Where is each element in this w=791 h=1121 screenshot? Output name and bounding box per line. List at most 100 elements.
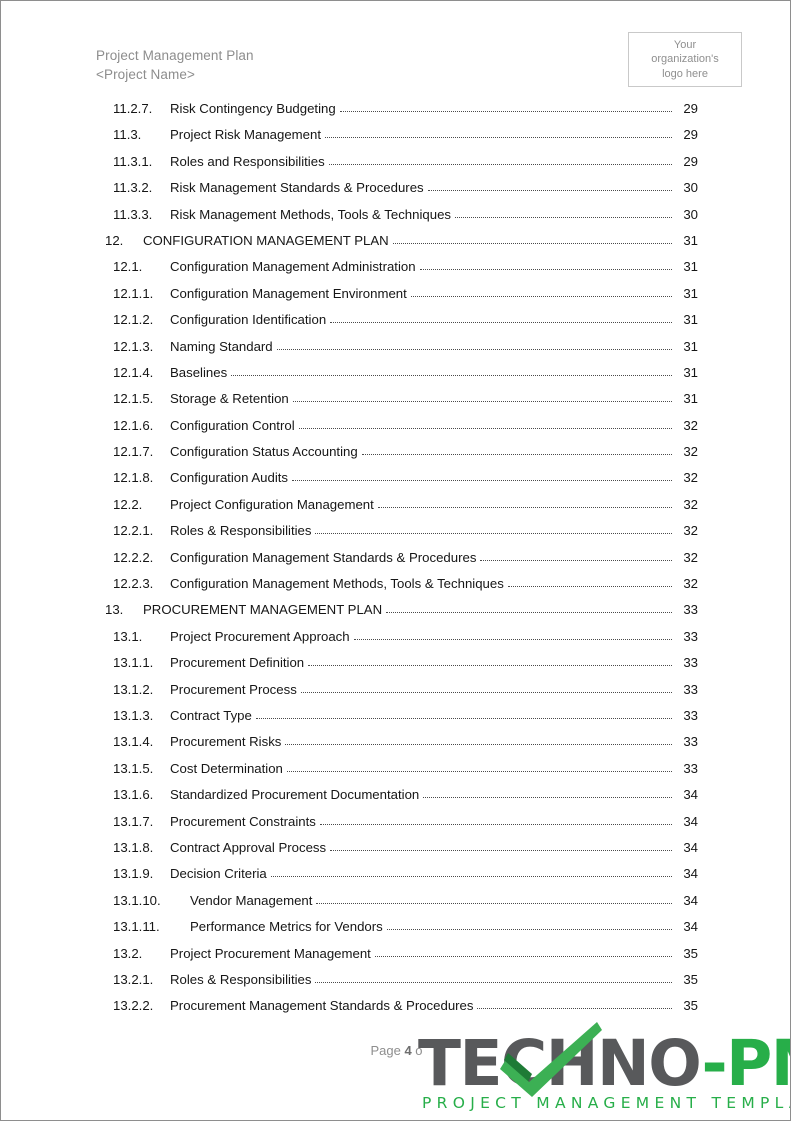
toc-entry-number: 11.3.1. <box>113 153 153 169</box>
toc-leader-dots <box>420 269 698 271</box>
toc-entry[interactable]: 12.1.4. Baselines 31 <box>1 362 790 388</box>
toc-entry-title: Configuration Management Environment <box>170 285 409 301</box>
toc-entry-number: 13.1.3. <box>113 707 154 723</box>
toc-leader-dots <box>231 374 698 376</box>
toc-entry[interactable]: 11.3.1. Roles and Responsibilities 29 <box>1 151 790 177</box>
toc-entry-page-number: 32 <box>672 496 698 512</box>
toc-entry-number: 13.1.9. <box>113 866 154 882</box>
toc-leader-dots <box>301 691 698 693</box>
toc-entry-number: 12.1.1. <box>113 285 154 301</box>
header-title-line: Project Management Plan <box>96 48 254 63</box>
toc-entry-title: Configuration Control <box>170 417 297 433</box>
toc-leader-dots <box>330 322 698 324</box>
footer-page-number: 4 <box>404 1043 412 1058</box>
toc-entry[interactable]: 12. CONFIGURATION MANAGEMENT PLAN 31 <box>1 230 790 256</box>
toc-entry-page-number: 32 <box>672 549 698 565</box>
toc-entry[interactable]: 12.1.7. Configuration Status Accounting 32 <box>1 441 790 467</box>
toc-entry[interactable]: 13.1.11. Performance Metrics for Vendors 3… <box>1 916 790 942</box>
toc-leader-dots <box>330 849 698 851</box>
toc-entry[interactable]: 13.2. Project Procurement Management 35 <box>1 943 790 969</box>
toc-entry[interactable]: 11.3.3. Risk Management Methods, Tools & … <box>1 204 790 230</box>
toc-entry-title: Project Procurement Approach <box>170 628 352 644</box>
toc-entry-title: Performance Metrics for Vendors <box>190 919 385 935</box>
toc-entry-page-number: 32 <box>672 523 698 539</box>
toc-entry-title: Project Configuration Management <box>170 496 376 512</box>
toc-entry[interactable]: 13.1.1. Procurement Definition 33 <box>1 652 790 678</box>
toc-leader-dots <box>271 876 698 878</box>
toc-entry[interactable]: 13.1.7. Procurement Constraints 34 <box>1 811 790 837</box>
toc-entry-page-number: 30 <box>672 206 698 222</box>
toc-entry-page-number: 29 <box>672 153 698 169</box>
toc-entry-page-number: 35 <box>672 971 698 987</box>
toc-entry-page-number: 32 <box>672 470 698 486</box>
toc-entry-number: 13. <box>105 602 124 618</box>
toc-entry-page-number: 33 <box>672 734 698 750</box>
toc-entry[interactable]: 12.2.3. Configuration Management Methods,… <box>1 573 790 599</box>
toc-entry-page-number: 34 <box>672 839 698 855</box>
toc-entry[interactable]: 12.1.8. Configuration Audits 32 <box>1 467 790 493</box>
toc-entry[interactable]: 13. PROCUREMENT MANAGEMENT PLAN 33 <box>1 599 790 625</box>
toc-entry[interactable]: 13.1.6. Standardized Procurement Document… <box>1 784 790 810</box>
toc-entry-number: 13.2.1. <box>113 971 154 987</box>
toc-entry[interactable]: 12.1. Configuration Management Administra… <box>1 256 790 282</box>
toc-leader-dots <box>325 137 698 139</box>
toc-entry[interactable]: 13.1.2. Procurement Process 33 <box>1 679 790 705</box>
toc-entry-number: 12.1.8. <box>113 470 154 486</box>
toc-leader-dots <box>508 586 698 588</box>
toc-entry-number: 13.1.10. <box>113 892 161 908</box>
toc-entry[interactable]: 13.1.9. Decision Criteria 34 <box>1 863 790 889</box>
toc-entry[interactable]: 13.1.8. Contract Approval Process 34 <box>1 837 790 863</box>
toc-entry[interactable]: 11.2.7. Risk Contingency Budgeting 29 <box>1 98 790 124</box>
toc-entry-page-number: 31 <box>672 259 698 275</box>
toc-entry-page-number: 29 <box>672 101 698 116</box>
toc-entry-title: Configuration Status Accounting <box>170 444 360 460</box>
toc-entry-title: Risk Contingency Budgeting <box>170 101 338 116</box>
toc-entry[interactable]: 12.2.2. Configuration Management Standard… <box>1 547 790 573</box>
toc-entry-title: Procurement Definition <box>170 655 307 671</box>
page-footer: Page 4 o <box>1 1043 790 1058</box>
toc-leader-dots <box>362 454 698 456</box>
toc-entry[interactable]: 13.1.4. Procurement Risks 33 <box>1 731 790 757</box>
toc-entry-number: 12.1.2. <box>113 312 154 328</box>
toc-entry-page-number: 31 <box>672 285 698 301</box>
toc-entry-page-number: 35 <box>672 998 698 1014</box>
toc-entry[interactable]: 12.1.5. Storage & Retention 31 <box>1 388 790 414</box>
toc-entry[interactable]: 12.1.2. Configuration Identification 31 <box>1 309 790 335</box>
toc-entry-title: Decision Criteria <box>170 866 269 882</box>
toc-entry-title: Roles & Responsibilities <box>170 971 314 987</box>
toc-entry-number: 12.2.1. <box>113 523 154 539</box>
toc-leader-dots <box>480 559 698 561</box>
toc-entry-title: Project Risk Management <box>170 127 323 143</box>
toc-entry[interactable]: 13.1.10. Vendor Management 34 <box>1 890 790 916</box>
toc-entry-page-number: 33 <box>672 655 698 671</box>
toc-leader-dots <box>315 981 698 983</box>
toc-entry[interactable]: 12.2. Project Configuration Management 32 <box>1 494 790 520</box>
toc-entry-page-number: 33 <box>672 602 698 618</box>
logo-placeholder-line-3: logo here <box>662 67 708 80</box>
toc-entry-number: 12.1.4. <box>113 364 154 380</box>
toc-entry-number: 11.3.3. <box>113 206 153 222</box>
toc-entry[interactable]: 11.3.2. Risk Management Standards & Proce… <box>1 177 790 203</box>
techno-pm-wordmark: TECHNO-PM <box>418 1032 790 1095</box>
toc-entry[interactable]: 11.3. Project Risk Management 29 <box>1 124 790 150</box>
toc-entry[interactable]: 13.1.3. Contract Type 33 <box>1 705 790 731</box>
toc-entry[interactable]: 13.1. Project Procurement Approach 33 <box>1 626 790 652</box>
toc-leader-dots <box>316 902 698 904</box>
toc-entry[interactable]: 13.1.5. Cost Determination 33 <box>1 758 790 784</box>
wordmark-hno: HNO <box>545 1027 703 1100</box>
toc-entry[interactable]: 13.2.1. Roles & Responsibilities 35 <box>1 969 790 995</box>
toc-entry-number: 12.1.3. <box>113 338 154 354</box>
toc-entry[interactable]: 12.1.6. Configuration Control 32 <box>1 415 790 441</box>
toc-entry-number: 13.1.5. <box>113 760 154 776</box>
toc-entry[interactable]: 12.2.1. Roles & Responsibilities 32 <box>1 520 790 546</box>
toc-leader-dots <box>292 480 698 482</box>
toc-entry-page-number: 34 <box>672 813 698 829</box>
toc-entry-number: 11.2.7. <box>113 101 153 116</box>
footer-page-suffix: o <box>411 1043 423 1058</box>
wordmark-tec: TEC <box>418 1027 547 1100</box>
toc-entry[interactable]: 13.2.2. Procurement Management Standards … <box>1 995 790 1021</box>
toc-leader-dots <box>340 111 698 112</box>
toc-entry-title: Standardized Procurement Documentation <box>170 787 422 803</box>
toc-entry[interactable]: 12.1.3. Naming Standard 31 <box>1 336 790 362</box>
toc-entry[interactable]: 12.1.1. Configuration Management Environm… <box>1 283 790 309</box>
